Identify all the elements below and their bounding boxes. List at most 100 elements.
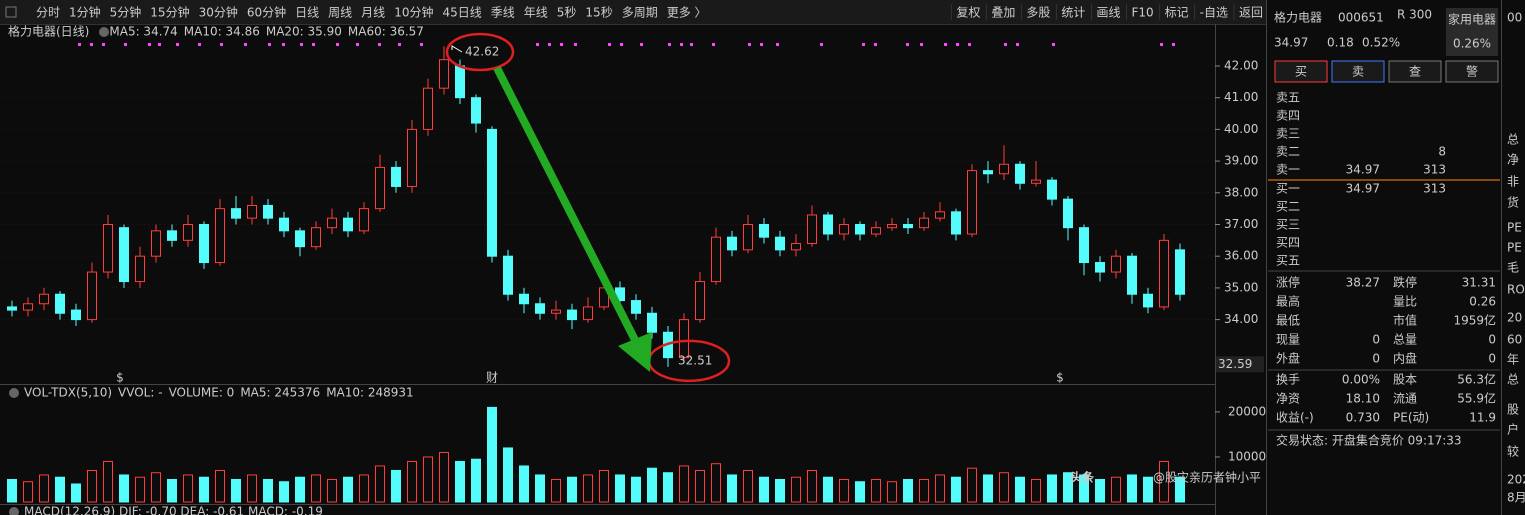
candle-body [679,319,689,359]
candle-body [919,217,929,229]
period-tab[interactable]: 月线 [361,6,385,20]
period-tab[interactable]: 季线 [491,6,515,20]
signal-dot [244,43,247,46]
signal-dot [420,43,423,46]
tool-button[interactable]: 统计 [1061,6,1085,20]
book-label: 买三 [1276,218,1300,232]
period-tab[interactable]: 30分钟 [199,5,238,20]
candle-body [439,59,449,89]
volume-bar [455,460,465,503]
cut-text: PE [1507,241,1522,255]
volume-bar [1175,476,1185,503]
candle-body [631,300,641,314]
period-tab[interactable]: 多周期 [622,6,658,20]
period-tab[interactable]: 10分钟 [394,5,433,20]
signal-dot [78,43,81,46]
tool-button[interactable]: 复权 [956,6,980,20]
toolbar-icon[interactable] [5,6,17,18]
trade-button[interactable] [1274,60,1328,83]
book-label: 买二 [1276,200,1300,214]
period-tab[interactable]: 5分钟 [110,5,142,20]
trade-button[interactable] [1388,60,1442,83]
candle-body [295,230,305,248]
book-label: 买五 [1276,254,1300,268]
tool-button[interactable]: F10 [1131,6,1153,20]
period-tab[interactable]: 年线 [524,6,548,20]
trade-button-label[interactable]: 买 [1295,65,1307,79]
watermark-author: @股灾亲历者钟小平 [1153,470,1261,485]
period-tab[interactable]: 5秒 [557,6,577,20]
period-tab[interactable]: 1分钟 [69,5,101,20]
signal-dot [1052,43,1055,46]
period-tab[interactable]: 周线 [328,6,352,20]
candle-body [471,97,481,124]
tool-button[interactable]: 多股 [1026,6,1050,20]
settings-icon[interactable] [9,388,19,398]
tool-button[interactable]: 标记 [1165,6,1189,20]
volume-bar [775,478,785,503]
signal-dot [760,43,763,46]
book-volume: 313 [1423,163,1446,177]
candle-body [871,227,881,235]
volume-bar [375,465,385,503]
candle-body [39,293,49,305]
signal-dot [536,43,539,46]
period-tab[interactable]: 日线 [295,6,319,20]
settings-icon[interactable] [9,507,19,515]
watermark-brand: 头条 [1070,470,1095,485]
candle-body [1159,239,1169,308]
book-label: 卖三 [1276,127,1300,141]
settings-icon[interactable] [99,27,109,37]
candle-body [551,309,561,314]
book-price: 34.97 [1346,182,1380,196]
sector-box[interactable] [1446,8,1498,56]
y-tick-label: 37.00 [1224,217,1258,231]
volume-bar [1079,474,1089,503]
candle-body [455,65,465,99]
trade-button-label[interactable]: 警 [1466,64,1478,79]
tool-button[interactable]: 画线 [1096,6,1120,20]
cut-text: 20 [1507,311,1522,325]
tool-button[interactable]: 叠加 [991,6,1015,20]
event-marker: $ [1056,371,1064,385]
volume-bar [567,476,577,503]
last-price: 34.97 [1274,36,1308,50]
signal-dot [906,43,909,46]
tool-button[interactable]: 返回 [1239,6,1263,20]
stat-label: 股本 [1393,373,1417,387]
trade-button[interactable] [1331,60,1385,83]
tool-button[interactable]: -自选 [1200,6,1228,20]
candle-body [823,214,833,235]
cut-text: 户 [1507,422,1519,437]
period-tab[interactable]: 分时 [36,6,60,20]
volume-bar [599,469,609,503]
book-label: 买一 [1276,182,1300,196]
sector-name[interactable]: 家用电器 [1448,12,1496,27]
y-tick-label: 39.00 [1224,154,1258,168]
period-tab[interactable]: 更多 〉 [667,6,707,20]
stat-value: 18.10 [1346,392,1380,406]
period-tab[interactable]: 60分钟 [247,5,286,20]
pointer [451,45,463,53]
period-tab[interactable]: 15秒 [585,6,612,20]
volume-bar [631,476,641,503]
stat-value: 11.9 [1469,411,1496,425]
cut-text: 8月 [1507,491,1525,505]
volume-bar [519,465,529,503]
volume-bar [983,474,993,503]
trade-button[interactable] [1445,60,1499,83]
sector-change[interactable]: 0.26% [1453,37,1491,51]
signal-dot [690,43,693,46]
period-tab[interactable]: 45日线 [442,6,481,20]
volume-bar [23,481,33,503]
signal-dot [312,43,315,46]
volume-bar [999,472,1009,503]
volume-bar [791,476,801,503]
trade-button-label[interactable]: 卖 [1352,65,1364,79]
period-tab[interactable]: 15分钟 [150,5,189,20]
trade-button-label[interactable]: 查 [1409,65,1421,79]
stat-label: 收益(-) [1276,411,1314,425]
stat-value: 0 [1488,333,1496,347]
candle-body [359,208,369,232]
signal-dot [124,43,127,46]
